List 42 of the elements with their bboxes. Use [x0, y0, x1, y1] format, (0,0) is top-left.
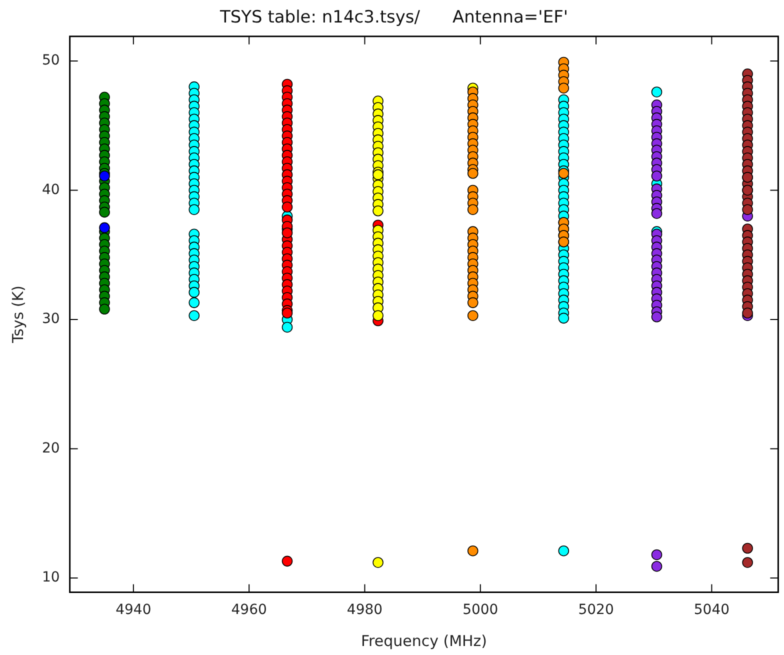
point: [742, 557, 753, 568]
point: [467, 310, 478, 321]
point: [372, 169, 384, 180]
point: [558, 82, 570, 94]
point: [651, 311, 662, 322]
point: [742, 542, 753, 554]
y-tick-label: 50: [42, 52, 60, 69]
point: [99, 206, 110, 218]
point: [742, 204, 753, 216]
point: [372, 310, 384, 321]
point: [282, 556, 293, 567]
point: [467, 204, 478, 216]
point: [651, 549, 662, 560]
point: [742, 308, 753, 318]
chart-title: TSYS table: n14c3.tsys/ Antenna='EF': [218, 8, 568, 28]
point: [99, 170, 110, 182]
point: [467, 297, 478, 308]
point: [372, 557, 384, 568]
point: [467, 168, 478, 179]
x-tick-label: 4960: [231, 602, 267, 618]
y-tick-label: 20: [42, 440, 60, 456]
x-axis-title: Frequency (MHz): [360, 632, 488, 650]
point: [467, 545, 478, 556]
x-tick-label: 5020: [578, 602, 614, 618]
x-tick-label: 4980: [346, 602, 383, 618]
x-tick-label: 5000: [462, 602, 498, 618]
y-tick-label: 40: [42, 182, 60, 198]
y-tick-label: 10: [42, 570, 60, 586]
point: [651, 208, 662, 219]
point: [99, 304, 110, 315]
point: [651, 170, 662, 182]
point: [282, 308, 293, 318]
x-tick-label: 4940: [116, 602, 152, 618]
x-tick-label: 5040: [694, 602, 730, 618]
point: [282, 227, 293, 238]
point: [282, 202, 293, 212]
point: [99, 222, 110, 234]
y-axis-title: Tsys (K): [8, 286, 27, 344]
y-tick-label: 30: [42, 311, 60, 328]
point: [651, 560, 662, 572]
point: [372, 205, 384, 216]
point: [558, 168, 570, 179]
